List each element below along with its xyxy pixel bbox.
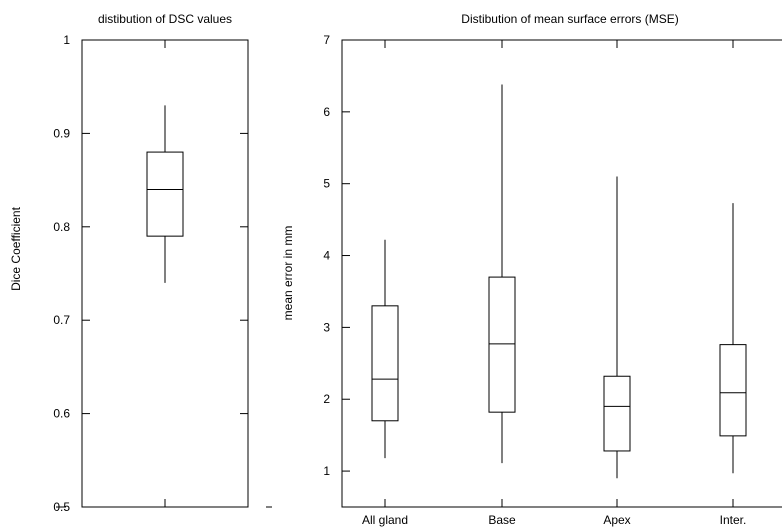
- x-tick-label: Inter.: [720, 513, 747, 527]
- mse-y-axis-label: mean error in mm: [281, 226, 295, 321]
- y-tick-label: 2: [323, 392, 330, 406]
- dsc-y-axis-label: Dice Coefficient: [9, 206, 23, 290]
- dsc-y-axis: 0.50.60.70.80.91: [53, 33, 248, 514]
- mse-chart: Distibution of mean surface errors (MSE)…: [281, 12, 782, 527]
- mse-plot-frame: [342, 40, 782, 507]
- y-tick-label: 0.7: [53, 313, 70, 327]
- box-iqr: [720, 345, 746, 436]
- y-tick-label: 3: [323, 320, 330, 334]
- mse-y-axis: 1 2 3 4 5 6 7: [323, 33, 350, 478]
- box-iqr: [147, 152, 183, 236]
- box-iqr: [372, 306, 398, 421]
- y-tick-label: 1: [63, 33, 70, 47]
- box-2: [604, 177, 630, 479]
- mse-x-axis: All gland Base Apex Inter.: [362, 40, 746, 527]
- box-1: [489, 85, 515, 464]
- box-iqr: [604, 376, 630, 451]
- mse-chart-title: Distibution of mean surface errors (MSE): [461, 12, 678, 26]
- y-tick-label: 7: [323, 33, 330, 47]
- box-0: [372, 240, 398, 458]
- mse-boxes: [372, 85, 746, 479]
- y-tick-label: 0.6: [53, 407, 70, 421]
- dsc-chart: distibution of DSC values Dice Coefficie…: [9, 12, 272, 514]
- box-3: [720, 203, 746, 473]
- dsc-chart-title: distibution of DSC values: [98, 12, 232, 26]
- box-iqr: [489, 277, 515, 412]
- x-tick-label: Base: [488, 513, 516, 527]
- x-tick-label: Apex: [603, 513, 630, 527]
- box-0: [147, 105, 183, 282]
- y-tick-label: 6: [323, 105, 330, 119]
- x-tick-label: All gland: [362, 513, 408, 527]
- dsc-boxes: [147, 105, 183, 282]
- y-tick-label: 0.9: [53, 126, 70, 140]
- y-tick-label: 1: [323, 464, 330, 478]
- y-tick-label: 4: [323, 249, 330, 263]
- y-tick-label: 5: [323, 177, 330, 191]
- y-tick-label: 0.8: [53, 220, 70, 234]
- dsc-x-axis: [165, 40, 272, 507]
